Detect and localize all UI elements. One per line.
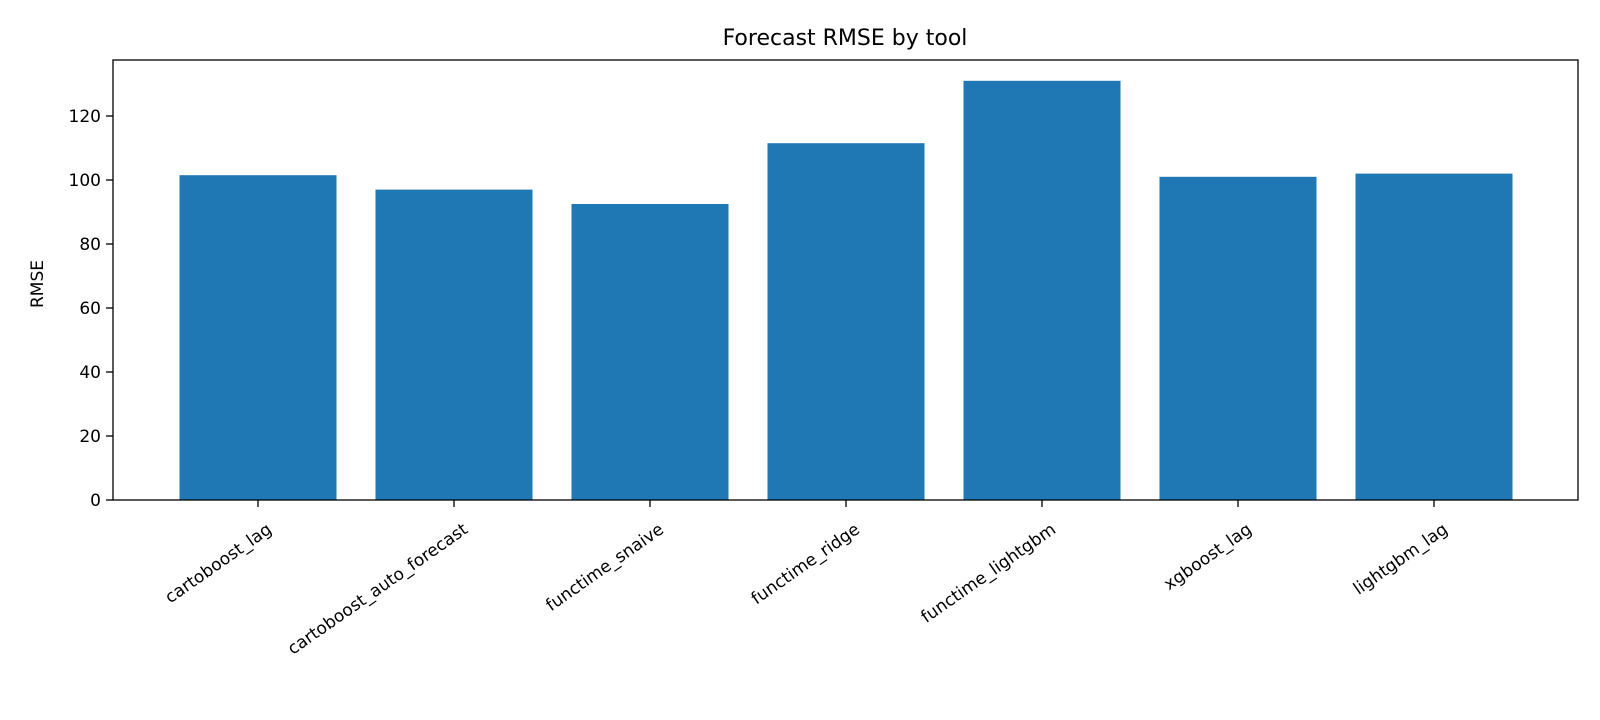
bar-functime-lightgbm: [963, 80, 1121, 501]
bar-cartoboost-auto-forecast: [375, 189, 533, 500]
x-tick-label-functime-lightgbm: functime_lightgbm: [918, 520, 1060, 628]
x-tick-label-functime-snaive: functime_snaive: [542, 520, 667, 616]
y-tick-label: 0: [90, 491, 101, 511]
bar-cartoboost-lag: [179, 175, 337, 500]
x-tick-label-xgboost-lag: xgboost_lag: [1160, 520, 1255, 595]
bar-functime-snaive: [571, 204, 729, 500]
x-tick-label-cartoboost-auto-forecast: cartoboost_auto_forecast: [284, 519, 472, 659]
x-tick-label-functime-ridge: functime_ridge: [748, 520, 864, 610]
x-tick-label-cartoboost-lag: cartoboost_lag: [162, 520, 276, 608]
y-tick-label: 100: [69, 171, 101, 191]
x-axis: cartoboost_lag cartoboost_auto_forecast fu…: [162, 500, 1452, 659]
bar-lightgbm-lag: [1355, 173, 1513, 500]
bar-functime-ridge: [767, 143, 925, 500]
y-tick-label: 80: [79, 235, 101, 255]
bar-xgboost-lag: [1159, 176, 1317, 501]
y-tick-label: 40: [79, 363, 101, 383]
chart-title: Forecast RMSE by tool: [723, 26, 968, 51]
y-tick-label: 120: [69, 107, 101, 127]
y-tick-label: 60: [79, 299, 101, 319]
y-axis: 0 20 40 60 80 100 120: [69, 107, 113, 511]
bars-group: [179, 80, 1513, 501]
y-tick-label: 20: [79, 427, 101, 447]
x-tick-label-lightgbm-lag: lightgbm_lag: [1350, 520, 1452, 600]
y-axis-label: RMSE: [28, 260, 48, 308]
